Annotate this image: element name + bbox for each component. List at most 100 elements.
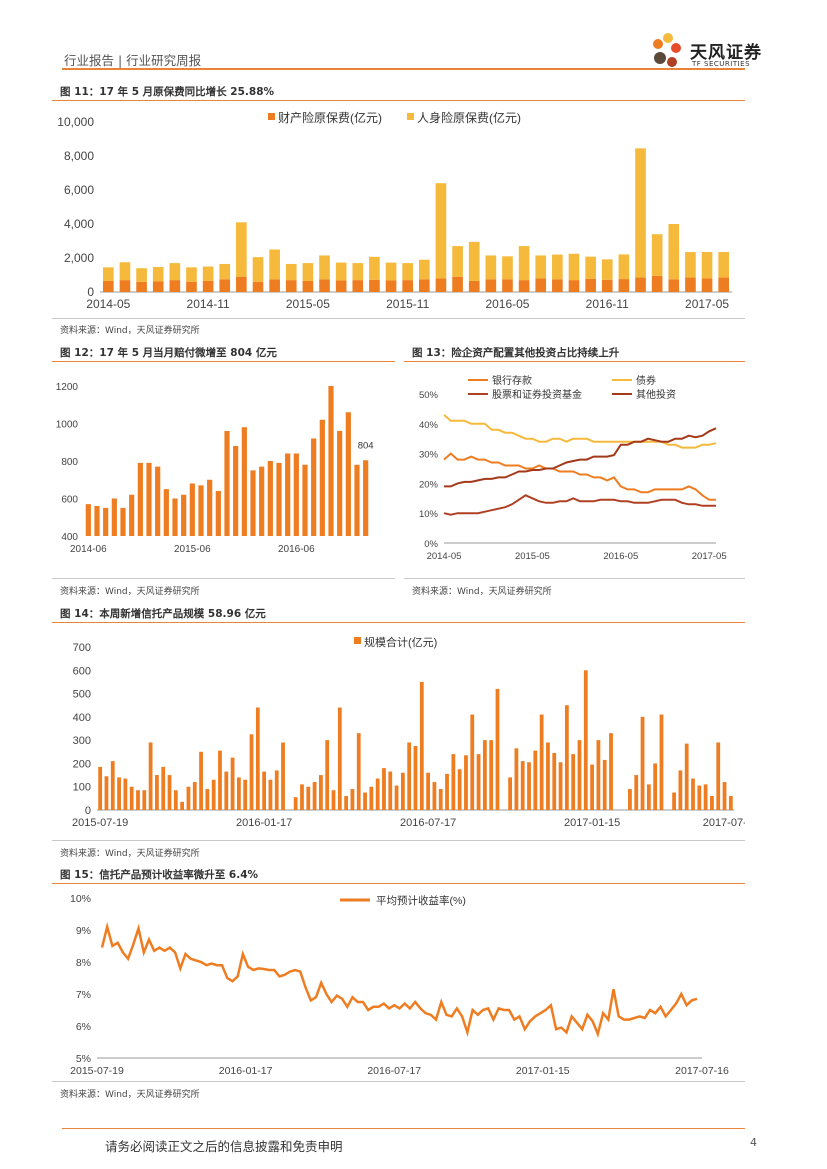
fig14-bar	[451, 754, 456, 810]
fig15-title: 图 15：信托产品预计收益率微升至 6.4%	[60, 869, 259, 881]
fig11-bar	[618, 279, 630, 292]
fig11-bar	[668, 224, 680, 280]
fig15-x-tick-label: 2017-01-15	[516, 1065, 570, 1077]
fig13-y-tick-label: 0%	[424, 539, 438, 550]
fig11-bar	[102, 280, 114, 292]
fig11-bar	[535, 255, 547, 279]
fig14-title: 图 14：本周新增信托产品规模 58.96 亿元	[60, 608, 266, 620]
fig14-bar	[382, 768, 386, 810]
logo-text-en: TF SECURITIES	[692, 60, 751, 68]
fig14-bar	[211, 779, 216, 810]
fig11-bar	[535, 278, 547, 292]
fig14-bar	[413, 745, 418, 810]
fig13-x-tick-label: 2015-05	[515, 551, 550, 562]
fig14-bar	[407, 742, 412, 810]
fig11-bar	[219, 279, 231, 292]
fig11-bar	[601, 259, 613, 280]
fig14-bar	[464, 755, 468, 810]
fig14-bar	[419, 681, 424, 810]
fig12-chart: 400 600 800 1000 1200 2014-06 2015-06 2016-06 80…	[56, 382, 374, 555]
fig14-bar	[110, 761, 115, 810]
fig14-bar	[564, 705, 569, 810]
fig14-bar	[533, 750, 538, 810]
fig11-bar	[269, 249, 280, 280]
fig13-bottom-rule	[404, 578, 745, 579]
fig12-bar	[302, 464, 308, 536]
fig11-bar	[319, 255, 330, 280]
fig12-bar	[354, 464, 360, 536]
header-rule	[62, 68, 745, 70]
fig11-bar	[418, 279, 430, 292]
fig12-bar	[215, 491, 221, 536]
fig12-bar	[250, 470, 256, 536]
fig14-bar	[722, 782, 727, 810]
fig14-y-tick-label: 200	[73, 758, 91, 770]
fig11-bar	[485, 279, 497, 292]
fig14-bar	[306, 786, 311, 810]
fig11-bar	[635, 148, 646, 278]
fig12-y-tick-label: 800	[61, 457, 78, 468]
fig14-bar	[300, 784, 304, 810]
fig14-bar	[375, 778, 380, 810]
fig12-bar	[103, 507, 109, 536]
fig11-bar	[335, 262, 347, 281]
fig14-bar	[691, 778, 695, 810]
fig14-bar	[728, 796, 733, 810]
fig11-bar	[385, 280, 397, 292]
fig11-bar	[651, 275, 663, 292]
fig14-bar	[539, 714, 544, 810]
fig11-bar	[518, 280, 530, 292]
fig14-bar	[293, 797, 298, 810]
fig12-bar	[137, 462, 143, 536]
fig14-bar	[703, 784, 708, 810]
fig14-bar	[161, 766, 166, 810]
fig11-top-rule	[52, 100, 745, 101]
fig14-bar	[571, 754, 576, 810]
fig11-y-tick-label: 0	[87, 285, 94, 299]
fig14-bar	[590, 764, 594, 810]
fig13-y-tick-label: 20%	[419, 479, 439, 490]
fig12-x-tick-label: 2015-06	[174, 544, 211, 555]
fig11-y-tick-label: 8,000	[64, 149, 94, 163]
page-number: 4	[750, 1136, 757, 1149]
footer-rule	[62, 1128, 745, 1129]
fig11-bar	[219, 263, 231, 280]
fig14-bar	[268, 779, 273, 810]
fig14-bar	[558, 762, 563, 810]
fig13-y-tick-label: 30%	[419, 450, 439, 461]
fig12-bar	[189, 483, 195, 536]
fig14-bar	[224, 771, 229, 810]
fig14-bar	[527, 762, 531, 810]
fig14-y-tick-label: 500	[73, 689, 91, 701]
fig11-y-tick-label: 10,000	[57, 115, 94, 129]
fig11-bar	[119, 280, 131, 292]
fig14-legend-label: 规模合计(亿元)	[364, 635, 437, 649]
fig11-bar	[502, 279, 513, 292]
fig11-bar	[418, 259, 430, 280]
fig14-bar	[609, 733, 613, 810]
fig15-top-rule	[52, 883, 745, 884]
fig14-bar	[445, 773, 449, 810]
fig14-bar	[218, 750, 222, 810]
fig12-y-tick-label: 1000	[56, 420, 79, 431]
fig14-bar	[710, 796, 714, 810]
fig12-bar	[267, 461, 273, 536]
fig12-top-rule	[52, 361, 395, 362]
fig14-bar	[602, 759, 607, 810]
fig14-bar	[432, 782, 437, 810]
fig11-bar	[352, 263, 364, 281]
fig14-bar	[155, 775, 159, 810]
fig11-bar	[319, 279, 330, 292]
fig11-legend-label: 人身险原保费(亿元)	[417, 110, 521, 125]
fig15-x-tick-label: 2016-01-17	[219, 1065, 273, 1077]
fig11-x-tick-label: 2015-05	[286, 297, 330, 311]
fig12-y-tick-label: 400	[61, 532, 78, 543]
fig14-bar	[255, 707, 260, 810]
fig13-y-tick-label: 40%	[419, 420, 439, 431]
fig14-legend-marker	[354, 637, 361, 644]
fig11-title: 图 11：17 年 5 月原保费同比增长 25.88%	[60, 86, 275, 98]
fig14-bar	[237, 777, 241, 810]
fig11-bar	[202, 280, 214, 292]
fig14-bar	[400, 772, 405, 810]
fig11-legend-label: 财产险原保费(亿元)	[278, 110, 382, 125]
